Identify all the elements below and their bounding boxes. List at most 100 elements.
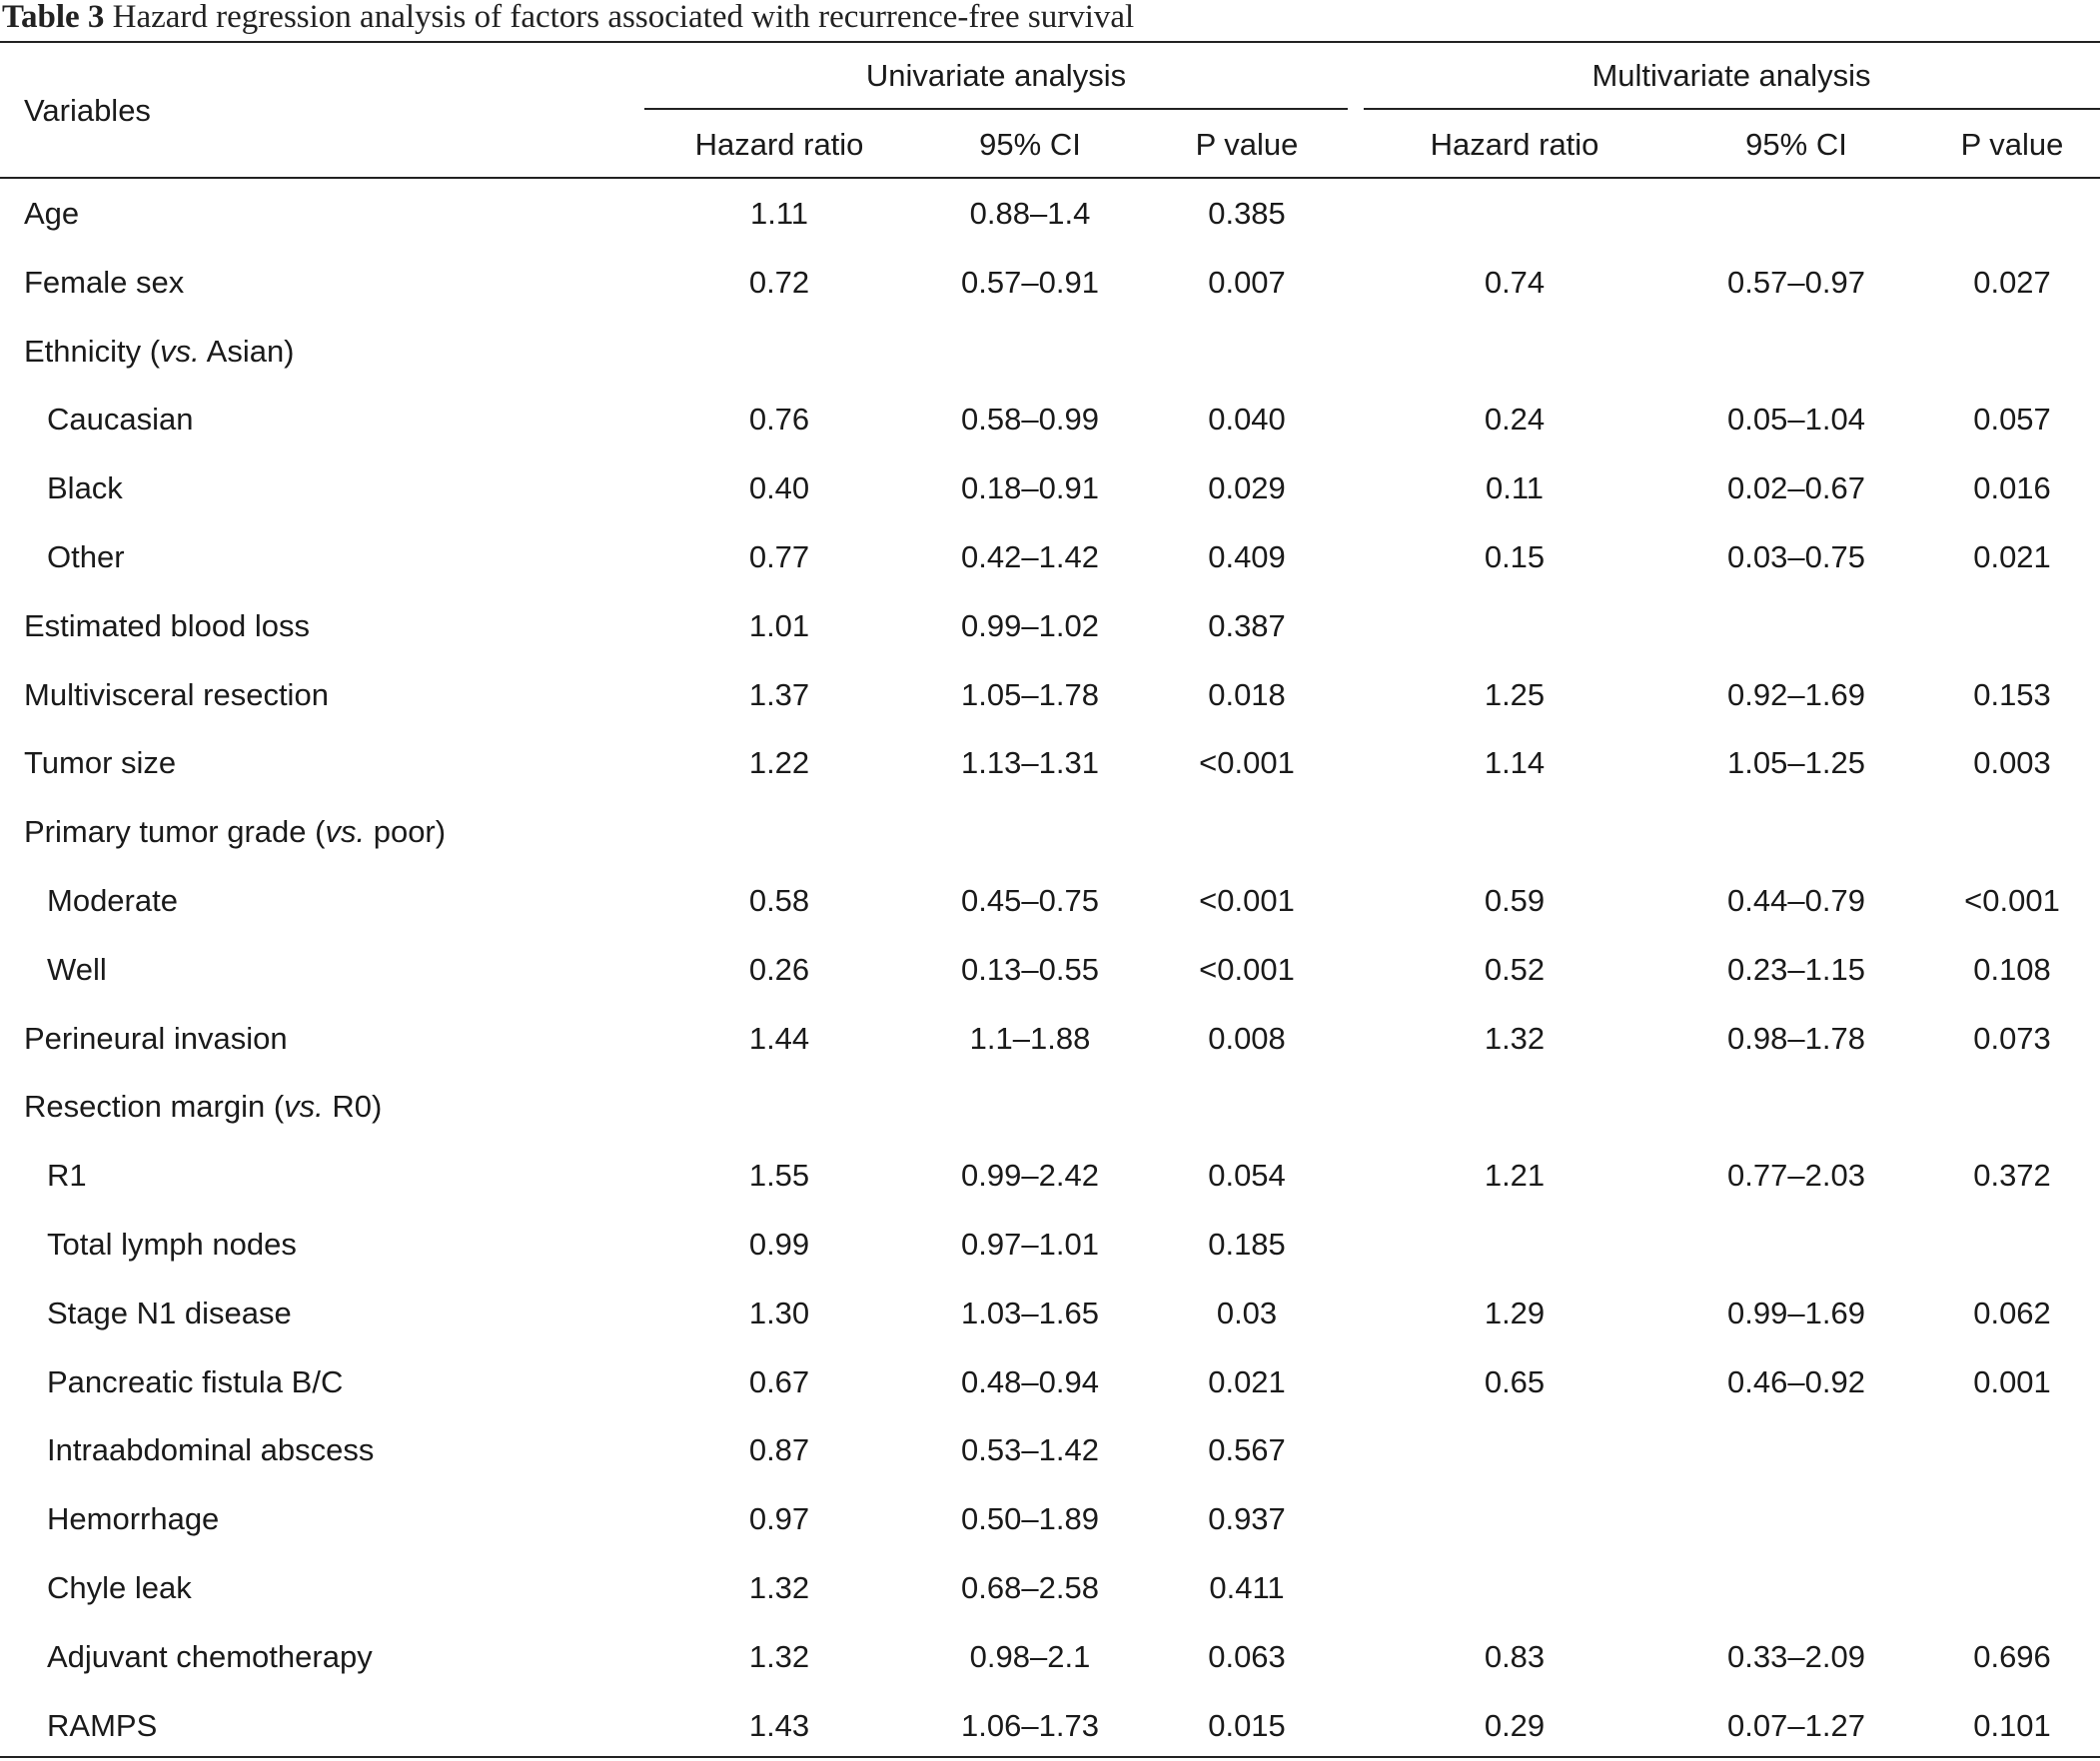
row-variable: Primary tumor grade (vs. poor) — [24, 814, 446, 850]
row-variable: Black — [47, 470, 123, 506]
table-cell: 1.32 — [748, 1639, 810, 1674]
column-header: 95% CI — [1745, 127, 1847, 162]
variable-text: Ethnicity ( — [24, 334, 161, 369]
variable-text: Moderate — [47, 883, 178, 918]
variable-text: Perineural invasion — [24, 1021, 288, 1056]
bottom-rule — [0, 1756, 2100, 1758]
table-cell: 0.18–0.91 — [961, 470, 1099, 505]
multivariate-header: Multivariate analysis — [1591, 58, 1871, 93]
table-cell: 0.101 — [1973, 1708, 2051, 1743]
table-cell: 1.14 — [1484, 745, 1546, 780]
table-cell: 0.97 — [748, 1501, 810, 1536]
table-cell: 0.07–1.27 — [1727, 1708, 1865, 1743]
table-caption-label: Table 3 — [2, 0, 105, 35]
table-cell: 0.77 — [748, 539, 810, 574]
top-rule — [0, 41, 2100, 43]
table-cell: 1.05–1.25 — [1727, 745, 1865, 780]
table-cell: 1.32 — [1484, 1021, 1546, 1056]
table-cell: 0.23–1.15 — [1727, 952, 1865, 987]
table-cell: 1.32 — [748, 1570, 810, 1605]
variable-text: Hemorrhage — [47, 1501, 220, 1536]
table-cell: 0.67 — [748, 1364, 810, 1399]
table-cell: 0.11 — [1485, 470, 1545, 505]
table-cell: 0.062 — [1973, 1296, 2051, 1330]
table-cell: 0.003 — [1973, 745, 2051, 780]
row-variable: Moderate — [47, 883, 178, 919]
table-cell: 0.52 — [1484, 952, 1546, 987]
table-cell: 0.021 — [1208, 1364, 1286, 1399]
table-cell: 0.77–2.03 — [1727, 1158, 1865, 1193]
variable-suffix-text: R0) — [323, 1089, 383, 1124]
table-cell: 0.007 — [1208, 265, 1286, 300]
table-cell: 0.063 — [1208, 1639, 1286, 1674]
table-cell: <0.001 — [1964, 883, 2060, 918]
variable-text: R1 — [47, 1158, 87, 1193]
row-variable: Age — [24, 196, 79, 232]
table-cell: 0.99 — [748, 1227, 810, 1262]
table-cell: 0.44–0.79 — [1727, 883, 1865, 918]
variable-text: Adjuvant chemotherapy — [47, 1639, 373, 1674]
variables-header: Variables — [24, 93, 151, 128]
table-cell: 1.29 — [1484, 1296, 1546, 1330]
variable-text: Resection margin ( — [24, 1089, 285, 1124]
table-cell: 0.13–0.55 — [961, 952, 1099, 987]
table-cell: 1.06–1.73 — [961, 1708, 1099, 1743]
table-cell: 0.65 — [1484, 1364, 1546, 1399]
table-cell: 0.108 — [1973, 952, 2051, 987]
variable-text: Estimated blood loss — [24, 608, 311, 643]
table-cell: 1.44 — [748, 1021, 810, 1056]
table-cell: 1.25 — [1484, 677, 1546, 712]
row-variable: Hemorrhage — [47, 1501, 219, 1537]
row-variable: Intraabdominal abscess — [47, 1432, 374, 1468]
table-cell: 1.43 — [748, 1708, 810, 1743]
variable-text: Intraabdominal abscess — [47, 1432, 375, 1467]
row-variable: RAMPS — [47, 1708, 157, 1744]
variable-text: Well — [47, 952, 107, 987]
table-cell: 0.029 — [1208, 470, 1286, 505]
row-variable: Estimated blood loss — [24, 608, 310, 644]
row-variable: Chyle leak — [47, 1570, 192, 1606]
variable-text: Caucasian — [47, 402, 194, 437]
table-cell: 0.74 — [1484, 265, 1546, 300]
table-cell: <0.001 — [1199, 883, 1295, 918]
row-variable: Pancreatic fistula B/C — [47, 1364, 343, 1400]
table-cell: 0.24 — [1484, 402, 1546, 437]
table-caption: Table 3 Hazard regression analysis of fa… — [2, 0, 1134, 37]
variable-text: Primary tumor grade ( — [24, 814, 326, 849]
table-cell: 0.03–0.75 — [1727, 539, 1865, 574]
univariate-header: Univariate analysis — [865, 58, 1127, 93]
table-cell: 0.68–2.58 — [961, 1570, 1099, 1605]
variable-suffix-text: poor) — [365, 814, 447, 849]
variable-text: Tumor size — [24, 745, 177, 780]
table-cell: 0.58 — [748, 883, 810, 918]
table-cell: 0.45–0.75 — [961, 883, 1099, 918]
table-cell: 1.21 — [1484, 1158, 1546, 1193]
row-variable: Multivisceral resection — [24, 677, 329, 713]
table-cell: 0.937 — [1208, 1501, 1286, 1536]
column-header: P value — [1960, 127, 2064, 162]
table-cell: 0.021 — [1973, 539, 2051, 574]
row-variable: Ethnicity (vs. Asian) — [24, 334, 295, 370]
table-cell: 0.98–1.78 — [1727, 1021, 1865, 1056]
table-cell: 0.153 — [1973, 677, 2051, 712]
variable-text: Female sex — [24, 265, 185, 300]
table-cell: 0.98–2.1 — [969, 1639, 1091, 1674]
table-cell: 0.87 — [748, 1432, 810, 1467]
table-cell: 0.001 — [1973, 1364, 2051, 1399]
variable-text: Multivisceral resection — [24, 677, 329, 712]
table-cell: 0.015 — [1208, 1708, 1286, 1743]
table-cell: 1.01 — [748, 608, 810, 643]
header-bottom-rule — [0, 177, 2100, 179]
row-variable: Other — [47, 539, 125, 575]
table-cell: 0.72 — [748, 265, 810, 300]
variable-text: Black — [47, 470, 123, 505]
table-cell: 0.88–1.4 — [969, 196, 1091, 231]
table-cell: <0.001 — [1199, 745, 1295, 780]
table-cell: 0.99–1.69 — [1727, 1296, 1865, 1330]
table-cell: 0.57–0.97 — [1727, 265, 1865, 300]
variable-text: Chyle leak — [47, 1570, 192, 1605]
table-cell: 0.696 — [1973, 1639, 2051, 1674]
variable-text: Total lymph nodes — [47, 1227, 297, 1262]
table-cell: 0.016 — [1973, 470, 2051, 505]
table-cell: 0.03 — [1216, 1296, 1278, 1330]
